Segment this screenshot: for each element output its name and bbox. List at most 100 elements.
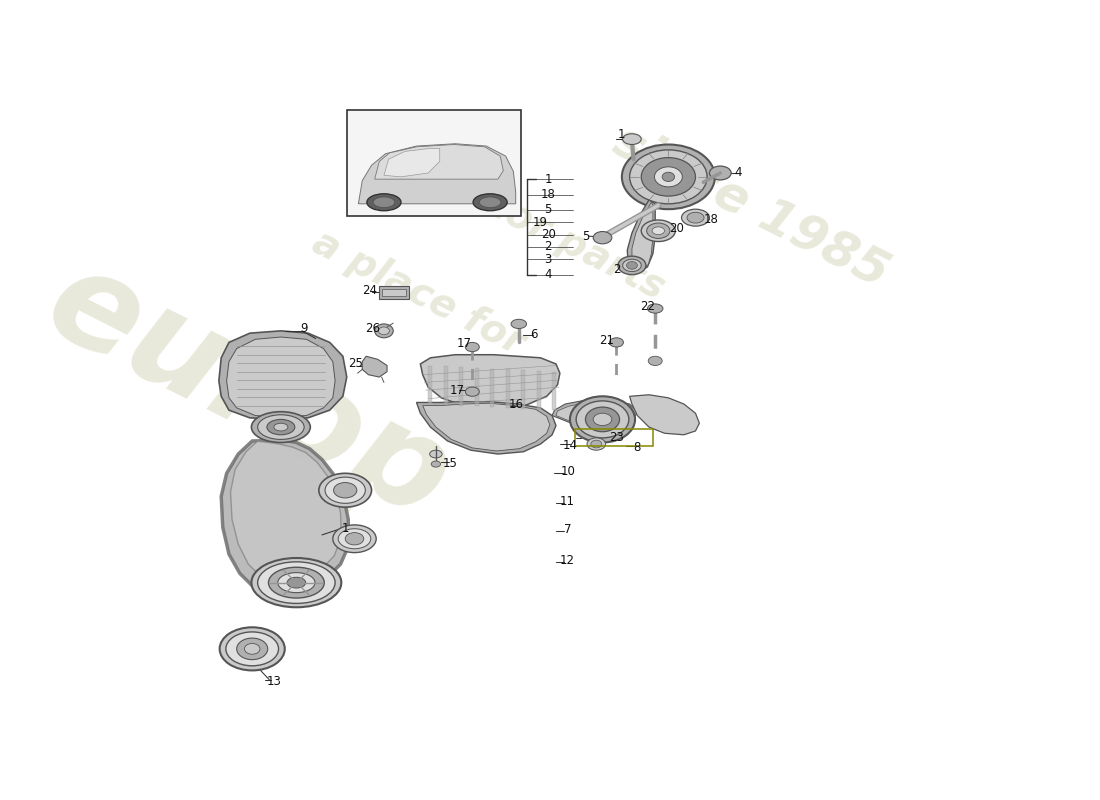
- Text: 17: 17: [458, 338, 472, 350]
- Ellipse shape: [654, 167, 682, 187]
- Ellipse shape: [662, 172, 674, 182]
- Ellipse shape: [480, 197, 501, 208]
- Text: 13: 13: [266, 674, 282, 688]
- Ellipse shape: [648, 304, 663, 313]
- Ellipse shape: [623, 134, 641, 145]
- Text: 5: 5: [582, 230, 590, 243]
- Polygon shape: [384, 148, 440, 177]
- Polygon shape: [221, 440, 349, 598]
- Polygon shape: [219, 331, 346, 419]
- Text: 20: 20: [541, 228, 556, 241]
- Text: 18: 18: [704, 213, 718, 226]
- Polygon shape: [629, 394, 700, 435]
- Polygon shape: [422, 403, 550, 451]
- Polygon shape: [552, 372, 556, 410]
- Ellipse shape: [465, 342, 480, 352]
- Ellipse shape: [257, 562, 336, 603]
- Text: 24: 24: [363, 283, 377, 297]
- Ellipse shape: [375, 324, 394, 338]
- Bar: [575, 430, 653, 446]
- Ellipse shape: [629, 150, 707, 204]
- Ellipse shape: [623, 259, 641, 271]
- Polygon shape: [231, 441, 341, 587]
- Text: 1: 1: [618, 128, 626, 141]
- Ellipse shape: [587, 438, 606, 450]
- Text: 18: 18: [541, 188, 556, 201]
- Ellipse shape: [570, 396, 635, 442]
- Text: a place for: a place for: [307, 223, 531, 363]
- Ellipse shape: [319, 474, 372, 507]
- Text: 20: 20: [669, 222, 683, 235]
- Text: motor parts: motor parts: [422, 155, 671, 307]
- Text: 6: 6: [530, 328, 538, 341]
- Ellipse shape: [627, 262, 637, 270]
- Polygon shape: [359, 144, 516, 204]
- Text: 22: 22: [640, 301, 654, 314]
- Polygon shape: [375, 145, 504, 179]
- Ellipse shape: [252, 412, 310, 442]
- Ellipse shape: [373, 197, 395, 208]
- Text: 1: 1: [544, 173, 552, 186]
- Ellipse shape: [473, 194, 507, 210]
- Ellipse shape: [345, 533, 364, 545]
- Ellipse shape: [576, 401, 629, 438]
- Text: 2: 2: [613, 262, 620, 276]
- Ellipse shape: [278, 573, 315, 593]
- Ellipse shape: [338, 529, 371, 549]
- Text: 16: 16: [508, 398, 524, 410]
- Ellipse shape: [593, 231, 612, 244]
- Text: 4: 4: [735, 166, 741, 179]
- Text: 11: 11: [560, 494, 575, 507]
- Ellipse shape: [378, 327, 389, 334]
- Text: 26: 26: [365, 322, 381, 335]
- Polygon shape: [420, 354, 560, 408]
- Ellipse shape: [333, 525, 376, 553]
- Polygon shape: [537, 371, 540, 410]
- Ellipse shape: [710, 166, 732, 180]
- Ellipse shape: [641, 220, 675, 242]
- Polygon shape: [474, 368, 478, 406]
- Ellipse shape: [430, 450, 442, 458]
- Text: 14: 14: [562, 439, 578, 452]
- Text: 17: 17: [449, 384, 464, 397]
- Ellipse shape: [609, 338, 624, 347]
- Text: 7: 7: [564, 523, 571, 536]
- Text: 12: 12: [560, 554, 575, 567]
- Text: 8: 8: [634, 441, 641, 454]
- Text: 5: 5: [544, 203, 552, 217]
- Ellipse shape: [591, 440, 602, 448]
- Ellipse shape: [647, 223, 670, 238]
- Text: 19: 19: [534, 216, 548, 229]
- Ellipse shape: [585, 407, 619, 432]
- Ellipse shape: [367, 194, 402, 210]
- Text: 1: 1: [341, 522, 349, 535]
- Bar: [382, 289, 406, 296]
- Polygon shape: [417, 402, 556, 454]
- Ellipse shape: [267, 419, 295, 435]
- Ellipse shape: [652, 227, 664, 234]
- Text: 15: 15: [442, 457, 458, 470]
- Text: 3: 3: [544, 253, 552, 266]
- Ellipse shape: [465, 387, 480, 396]
- Ellipse shape: [287, 578, 306, 588]
- Ellipse shape: [326, 477, 365, 503]
- Ellipse shape: [252, 558, 341, 607]
- Ellipse shape: [236, 638, 267, 660]
- Text: 4: 4: [544, 268, 552, 281]
- Ellipse shape: [257, 414, 304, 439]
- Text: 23: 23: [609, 431, 624, 444]
- Polygon shape: [443, 366, 448, 405]
- Ellipse shape: [682, 209, 710, 226]
- Bar: [346, 110, 521, 216]
- Text: 2: 2: [544, 241, 552, 254]
- Polygon shape: [491, 369, 494, 407]
- Ellipse shape: [618, 256, 646, 274]
- Ellipse shape: [244, 643, 260, 654]
- Polygon shape: [556, 402, 630, 426]
- Ellipse shape: [274, 423, 288, 431]
- Polygon shape: [521, 370, 525, 409]
- Text: 25: 25: [349, 358, 363, 370]
- Polygon shape: [459, 367, 463, 406]
- Ellipse shape: [593, 414, 612, 426]
- Ellipse shape: [333, 482, 356, 498]
